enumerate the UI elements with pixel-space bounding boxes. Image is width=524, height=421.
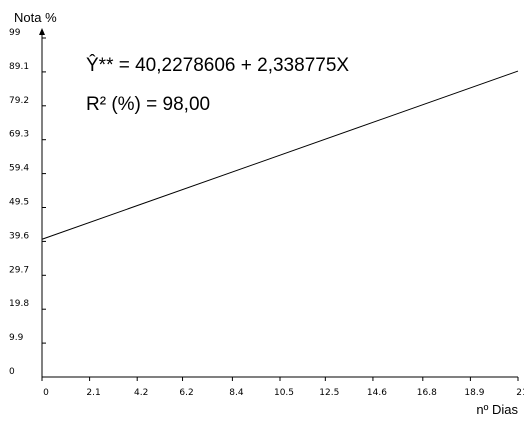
x-tick-label: 21	[516, 388, 524, 398]
y-tick-label: 39.6	[9, 231, 29, 241]
r-squared-label: R² (%) = 98,00	[86, 94, 210, 115]
y-tick-label: 9.9	[9, 333, 24, 343]
x-tick-label: 16.8	[417, 388, 437, 398]
y-tick-label: 99	[9, 28, 21, 38]
y-tick-label: 19.8	[9, 299, 29, 309]
y-axis-title: Nota %	[14, 10, 57, 25]
axes	[39, 28, 518, 378]
y-axis-arrow	[39, 28, 45, 35]
x-tick-label: 4.2	[134, 388, 148, 398]
y-tick-label: 69.3	[9, 130, 29, 140]
x-axis-ticks: 0 2.1 4.2 6.2 8.4 10.5 12.5 14.6 16.8 18.9 21	[41, 377, 524, 398]
y-tick-label: 49.5	[9, 198, 29, 208]
series-lines	[41, 70, 519, 240]
x-tick-label: 14.6	[367, 388, 387, 398]
regression-equation: Ŷ** = 40,2278606 + 2,338775X	[86, 54, 349, 76]
x-tick-label: 18.9	[464, 388, 484, 398]
x-tick-label: 0	[43, 388, 49, 398]
x-tick-label: 8.4	[229, 388, 244, 398]
x-axis-title: nº Dias	[476, 402, 518, 417]
y-tick-label: 79.2	[9, 96, 29, 106]
y-tick-label: 59.4	[9, 164, 29, 174]
y-tick-label: 29.7	[9, 265, 29, 275]
x-tick-label: 6.2	[179, 388, 193, 398]
x-tick-label: 2.1	[86, 388, 100, 398]
y-tick-label: 89.1	[9, 62, 29, 72]
regression-line	[41, 70, 519, 240]
y-tick-label: 0	[9, 367, 15, 377]
y-axis-ticks: 0 9.9 19.8 29.7 39.6 49.5 59.4 69.3 79.2 89.1 99	[9, 28, 46, 378]
x-tick-label: 10.5	[274, 388, 294, 398]
x-tick-label: 12.5	[319, 388, 339, 398]
